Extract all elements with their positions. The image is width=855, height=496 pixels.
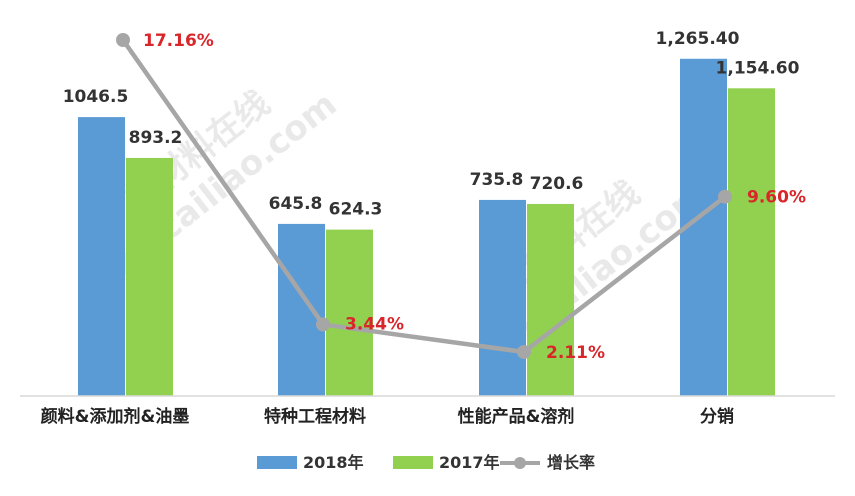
category-label: 分销 [700, 406, 734, 427]
growth-rate-line [121, 38, 727, 355]
growth-rate-line-layer [116, 33, 732, 359]
growth-rate-point [316, 317, 330, 332]
category-label: 特种工程材料 [264, 406, 366, 427]
growth-rate-label: 2.11% [546, 343, 605, 363]
bar-value-label: 1,154.60 [716, 58, 800, 78]
growth-rate-point [718, 189, 732, 204]
bar-value-label: 720.6 [530, 174, 584, 194]
bars-layer [78, 58, 775, 396]
legend-swatch [393, 456, 433, 469]
growth-rate-label: 17.16% [143, 31, 214, 51]
bar-value-label: 1046.5 [63, 87, 129, 107]
bar-2017 [728, 88, 775, 396]
legend: 2018年 2017年 增长率 [257, 453, 595, 472]
bar-2018 [78, 117, 125, 396]
legend-label: 2017年 [439, 453, 500, 472]
category-label: 性能产品&溶剂 [458, 406, 575, 427]
legend-label: 增长率 [547, 453, 595, 472]
bar-2018 [479, 199, 526, 396]
legend-swatch [257, 456, 297, 469]
legend-marker [514, 457, 526, 469]
growth-rate-label: 9.60% [747, 188, 806, 208]
bar-value-label: 645.8 [269, 194, 323, 214]
bar-labels-layer: 1046.5 645.8 735.8 1,265.40 893.2 624.3 720.6 1… [63, 29, 800, 220]
growth-rate-point [116, 33, 130, 47]
bar-value-label: 1,265.40 [656, 29, 740, 49]
bar-2017 [126, 157, 173, 396]
rate-labels-layer: 17.16% 3.44% 2.11% 9.60% [143, 31, 806, 363]
growth-rate-point [517, 345, 531, 359]
growth-rate-label: 3.44% [345, 314, 404, 334]
category-labels-layer: 颜料&添加剂&油墨 特种工程材料 性能产品&溶剂 分销 [41, 406, 734, 427]
category-label: 颜料&添加剂&油墨 [41, 406, 190, 427]
bar-value-label: 735.8 [470, 170, 524, 190]
bar-2018 [278, 223, 325, 396]
legend-label: 2018年 [303, 453, 364, 472]
bar-2017 [326, 229, 373, 396]
bar-value-label: 893.2 [129, 128, 183, 148]
bar-value-label: 624.3 [329, 200, 383, 220]
bar-2017 [527, 203, 574, 396]
